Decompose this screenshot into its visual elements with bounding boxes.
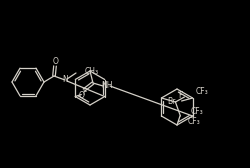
Text: O: O [53, 56, 59, 66]
Text: N: N [62, 75, 68, 85]
Text: F: F [178, 92, 182, 100]
Text: NH: NH [101, 81, 113, 91]
Text: CF₃: CF₃ [188, 116, 200, 125]
Text: F: F [82, 88, 86, 97]
Text: CF₃: CF₃ [191, 107, 204, 116]
Text: CH₃: CH₃ [85, 68, 99, 76]
Text: O: O [79, 91, 85, 99]
Text: CF₃: CF₃ [196, 88, 208, 96]
Text: Br: Br [167, 96, 175, 106]
